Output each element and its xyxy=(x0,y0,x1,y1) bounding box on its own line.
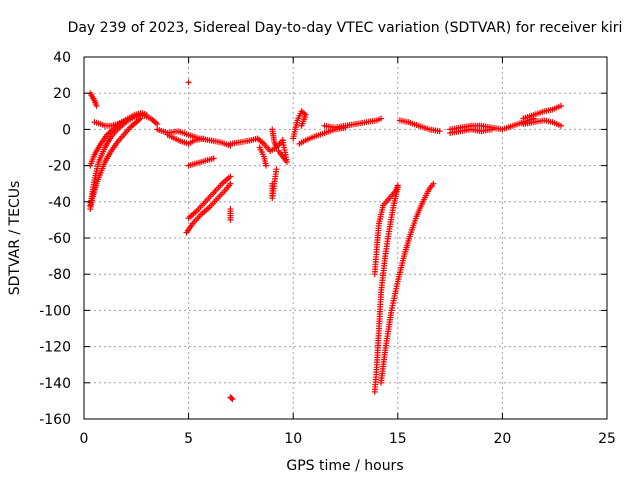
data-point xyxy=(279,137,286,144)
data-point xyxy=(227,180,234,187)
y-tick-label: -120 xyxy=(39,340,71,356)
y-tick-labels: 40 20 0 -20 -40 -60 -80 -100 -120 -140 -160 xyxy=(39,50,71,428)
data-point xyxy=(227,216,234,223)
data-point xyxy=(136,116,143,123)
data-point xyxy=(154,120,161,127)
x-tick-label: 25 xyxy=(598,431,616,447)
y-tick-label: -140 xyxy=(39,376,71,392)
data-point xyxy=(185,79,192,86)
data-point xyxy=(227,173,234,180)
x-tick-label: 5 xyxy=(184,431,193,447)
x-tick-label: 15 xyxy=(389,431,407,447)
x-tick-labels: 0 5 10 15 20 25 xyxy=(80,431,616,447)
data-point xyxy=(378,115,385,122)
data-point xyxy=(273,144,280,151)
y-tick-label: -20 xyxy=(48,159,71,175)
data-points xyxy=(87,79,564,403)
data-point xyxy=(93,102,100,109)
y-tick-label: -160 xyxy=(39,412,71,428)
y-tick-label: 40 xyxy=(53,50,71,66)
data-point xyxy=(394,182,401,189)
x-axis-label: GPS time / hours xyxy=(286,458,403,474)
data-point xyxy=(557,122,564,129)
y-tick-label: 20 xyxy=(53,86,71,102)
y-tick-label: -60 xyxy=(48,231,71,247)
data-point xyxy=(557,102,564,109)
data-point xyxy=(263,162,270,169)
grid-lines xyxy=(84,57,607,419)
data-point xyxy=(436,128,443,135)
y-tick-label: -40 xyxy=(48,195,71,211)
data-point xyxy=(488,126,495,133)
chart-title: Day 239 of 2023, Sidereal Day-to-day VTE… xyxy=(68,20,623,36)
data-point xyxy=(228,395,235,402)
y-tick-label: -80 xyxy=(48,267,71,283)
x-tick-label: 10 xyxy=(284,431,302,447)
x-tick-label: 20 xyxy=(493,431,511,447)
y-axis-label: SDTVAR / TECUs xyxy=(7,181,23,296)
y-tick-label: -100 xyxy=(39,303,71,319)
axis-ticks xyxy=(83,56,608,420)
data-point xyxy=(298,122,305,129)
data-point xyxy=(200,135,207,142)
y-tick-label: 0 xyxy=(62,122,71,138)
x-tick-label: 0 xyxy=(80,431,89,447)
data-point xyxy=(229,396,236,403)
data-point xyxy=(430,180,437,187)
data-point xyxy=(210,155,217,162)
data-point xyxy=(273,166,280,173)
